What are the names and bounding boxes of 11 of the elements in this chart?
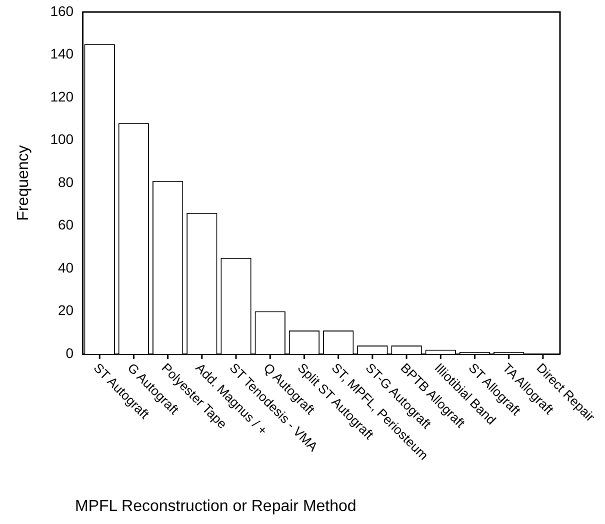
y-axis-title: Frequency (15, 145, 32, 221)
y-tick-label: 20 (58, 302, 74, 318)
y-tick-label: 120 (50, 88, 74, 104)
y-tick-label: 60 (58, 216, 74, 233)
y-tick-label: 100 (50, 131, 74, 148)
y-tick-label: 140 (50, 46, 74, 62)
y-tick-label: 80 (58, 174, 74, 190)
y-tick-label: 0 (66, 344, 74, 361)
y-tick-label: 40 (58, 259, 74, 276)
y-tick-label: 160 (50, 2, 74, 19)
x-axis-title: MPFL Reconstruction or Repair Method (75, 498, 356, 516)
